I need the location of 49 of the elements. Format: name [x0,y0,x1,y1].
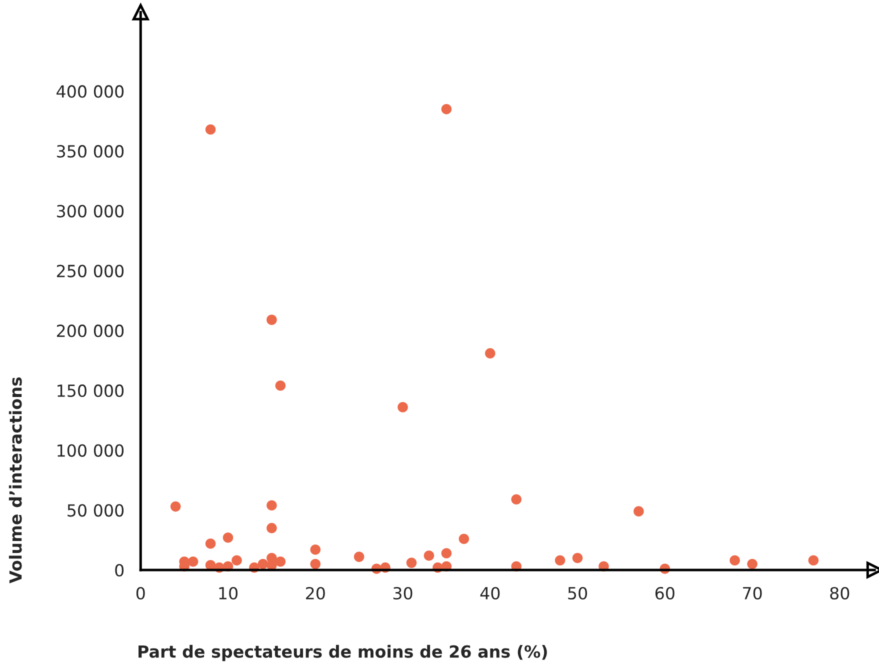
x-tick-label: 70 [743,586,762,600]
point [441,548,452,558]
point [266,314,277,325]
y-tick-label: 100 000 [58,444,124,457]
point [275,556,286,567]
y-tick-label: 150 000 [58,384,124,398]
point [205,124,216,135]
point [572,552,583,564]
point [458,534,470,544]
point [188,556,198,567]
point [310,558,321,570]
y-tick-label: 0 [115,564,124,577]
point [398,402,408,412]
point [222,532,234,543]
x-axis-title: Part de spectateurs de moins de 26 ans (%) [138,644,547,662]
point [266,500,277,510]
point [730,555,740,566]
y-tick-label: 250 000 [56,264,124,278]
point [205,538,216,549]
x-tick-label: 20 [306,586,325,600]
point [310,544,321,555]
point [484,348,496,358]
point [406,558,417,568]
y-tick-label: 350 000 [57,145,124,158]
point [170,501,181,512]
y-tick-label: 200 000 [56,324,124,338]
point [232,555,242,566]
point [258,558,268,570]
point [424,550,434,561]
point [275,380,286,391]
x-tick-label: 40 [480,586,500,600]
point [808,555,819,566]
point [441,104,452,114]
x-tick-label: 10 [219,586,238,600]
point [634,506,644,516]
point [354,552,364,562]
x-tick-label: 60 [655,586,674,600]
point [747,558,758,570]
x-tick-label: 50 [568,586,588,600]
point [511,494,522,505]
point [554,555,566,566]
point [266,522,277,534]
x-tick-label: 0 [136,586,145,600]
y-tick-label: 400 000 [56,85,124,98]
y-tick-label: 50 000 [68,504,124,517]
x-tick-label: 80 [830,586,850,600]
x-tick-label: 30 [393,586,412,600]
y-axis-title: Volume d’interactions [8,377,22,584]
y-tick-label: 300 000 [57,204,124,218]
